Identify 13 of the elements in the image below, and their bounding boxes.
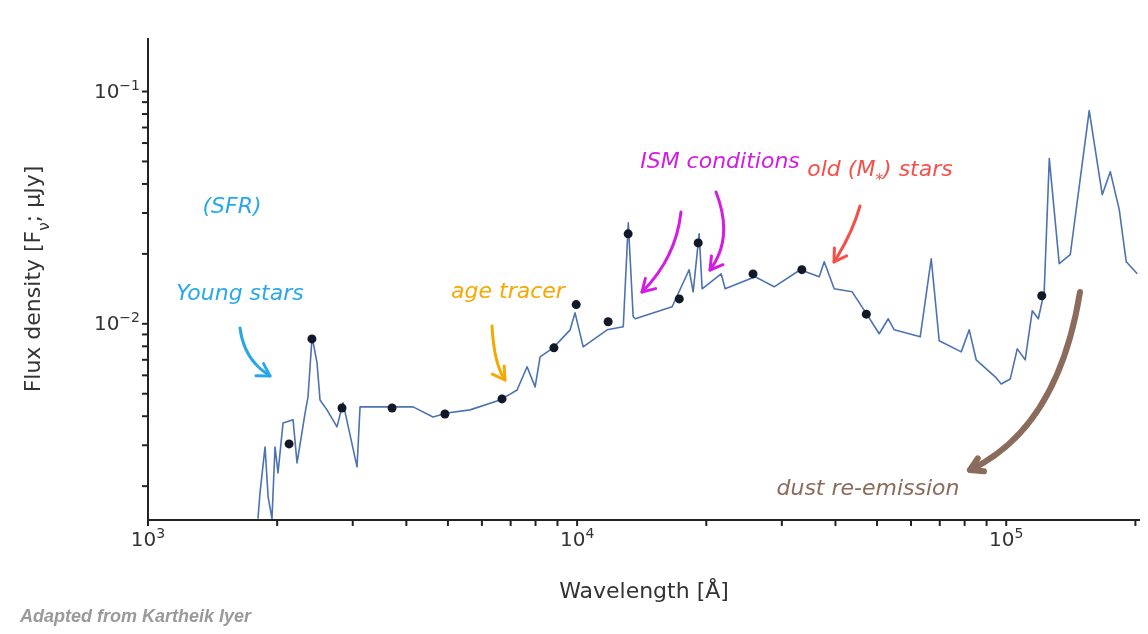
- x-tick-label: 10$^{4}$: [559, 525, 595, 551]
- annotation: ISM conditions: [640, 148, 800, 173]
- x-tick-label: 10$^{5}$: [989, 525, 1024, 551]
- annotation: Young stars: [176, 280, 304, 305]
- annotation: dust re-emission: [776, 475, 960, 500]
- x-tick-label: 10$^{3}$: [130, 525, 166, 551]
- annotation: old (M$_{*}$) stars: [807, 156, 953, 189]
- annotation: (SFR): [202, 193, 262, 218]
- y-tick-label: 10$^{−1}$: [93, 76, 140, 103]
- annotation: age tracer: [451, 278, 567, 303]
- x-axis-title: Wavelength [Å]: [559, 577, 729, 603]
- text: Adapted from Kartheik Iyer: [19, 606, 253, 626]
- y-tick-label: 10$^{−2}$: [93, 308, 140, 335]
